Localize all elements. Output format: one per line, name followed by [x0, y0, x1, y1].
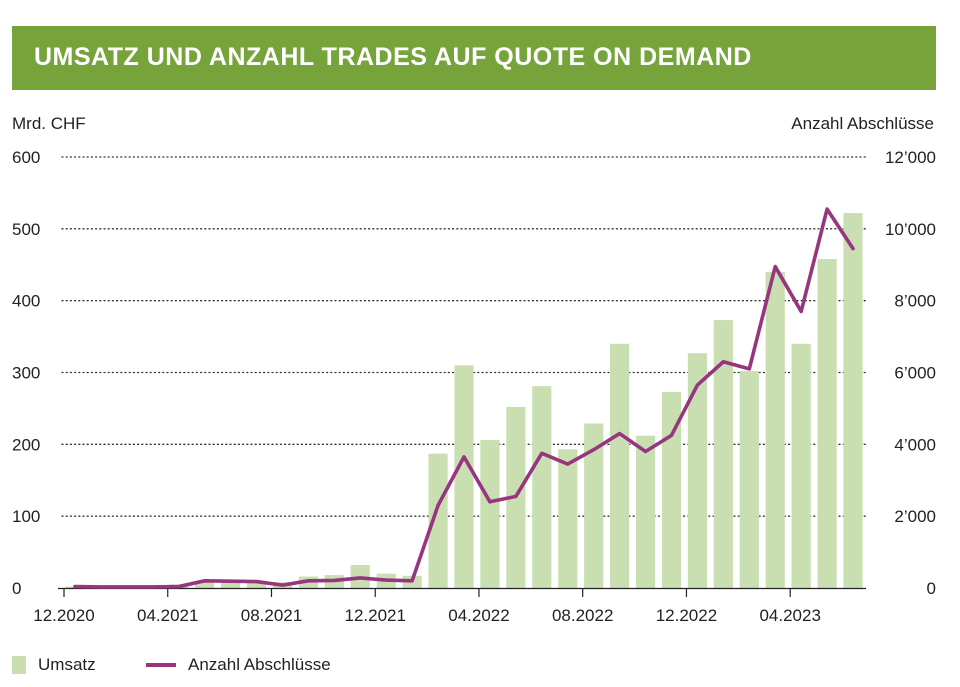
- bar: [558, 449, 578, 588]
- bar: [454, 365, 474, 588]
- legend-label-umsatz: Umsatz: [38, 655, 96, 674]
- x-tick-label: 04.2022: [448, 606, 509, 625]
- y-left-tick-label: 600: [12, 148, 40, 167]
- chart-title-bar: UMSATZ UND ANZAHL TRADES AUF QUOTE ON DE…: [12, 26, 936, 90]
- x-tick-label: 12.2020: [33, 606, 94, 625]
- bar: [428, 453, 448, 588]
- bar: [195, 581, 215, 588]
- bar: [817, 259, 837, 588]
- left-axis-title: Mrd. CHF: [12, 114, 86, 133]
- bar: [480, 440, 500, 588]
- x-tick-label: 08.2021: [241, 606, 302, 625]
- legend-label-anzahl: Anzahl Abschlüsse: [188, 655, 331, 674]
- y-right-tick-label: 10’000: [885, 220, 936, 239]
- x-tick-label: 12.2021: [344, 606, 405, 625]
- bar: [220, 580, 241, 588]
- line-anzahl-abschluesse: [73, 207, 855, 589]
- axes: [58, 587, 866, 597]
- y-right-tick-label: 0: [927, 579, 936, 598]
- combo-chart: 0 0 100 2’000 200 4’000 300 6’000 400 8’000 500 10’…: [12, 148, 936, 625]
- bar: [791, 343, 811, 588]
- chart-title: UMSATZ UND ANZAHL TRADES AUF QUOTE ON DE…: [34, 43, 752, 71]
- y-left-tick-label: 200: [12, 435, 40, 454]
- y-right-tick-label: 12’000: [885, 148, 936, 167]
- y-left-tick-label: 400: [12, 292, 40, 311]
- x-tick-label: 04.2021: [137, 606, 198, 625]
- bar: [739, 371, 759, 588]
- y-right-tick-label: 4’000: [894, 435, 936, 454]
- line-series: [73, 207, 855, 589]
- bar: [713, 320, 733, 588]
- y-left-tick-label: 300: [12, 364, 40, 383]
- legend-swatch-umsatz: [12, 656, 26, 674]
- y-left-tick-label: 100: [12, 507, 40, 526]
- bar: [661, 391, 682, 588]
- bar: [687, 353, 708, 588]
- y-right-tick-label: 2’000: [894, 507, 936, 526]
- bar: [635, 435, 656, 588]
- bar-series: [65, 213, 863, 588]
- x-tick-label: 08.2022: [552, 606, 613, 625]
- y-left-tick-label: 0: [12, 579, 21, 598]
- tick-labels: 0 0 100 2’000 200 4’000 300 6’000 400 8’000 500 10’…: [12, 148, 936, 625]
- right-axis-title: Anzahl Abschlüsse: [791, 114, 934, 133]
- bar: [843, 213, 863, 588]
- grid-lines: [61, 156, 867, 517]
- x-tick-label: 12.2022: [656, 606, 717, 625]
- x-tick-label: 04.2023: [759, 606, 820, 625]
- y-left-tick-label: 500: [12, 220, 40, 239]
- bar: [584, 423, 604, 588]
- bar: [532, 386, 552, 588]
- bar: [246, 580, 267, 588]
- y-right-tick-label: 8’000: [894, 292, 936, 311]
- bar: [765, 271, 785, 588]
- bar: [610, 343, 630, 588]
- legend-swatch-anzahl: [146, 663, 176, 667]
- y-right-tick-label: 6’000: [894, 364, 936, 383]
